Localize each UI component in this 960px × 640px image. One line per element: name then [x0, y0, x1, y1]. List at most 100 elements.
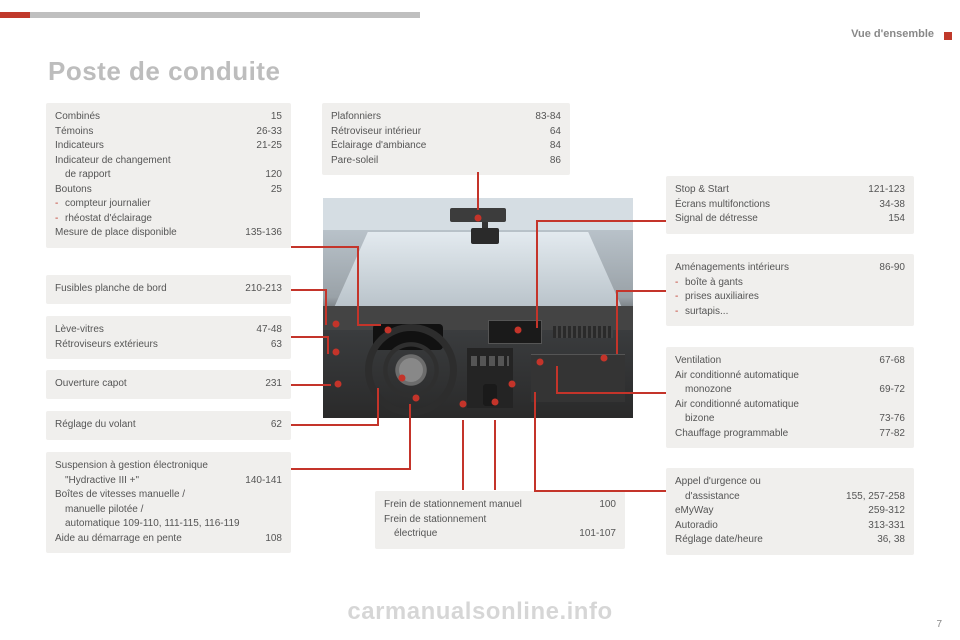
index-item: Plafonniers83-84 — [331, 110, 561, 125]
leader-line — [377, 388, 379, 426]
index-item-label: "Hydractive III +" — [55, 474, 234, 489]
index-item-label: prises auxiliaires — [675, 290, 905, 305]
index-item: Ouverture capot231 — [55, 377, 282, 392]
leader-dot — [333, 321, 340, 328]
watermark: carmanualsonline.info — [347, 598, 612, 626]
index-item-pages: 84 — [513, 139, 561, 154]
index-item-label: Frein de stationnement — [384, 513, 616, 528]
index-item-pages: 100 — [568, 498, 616, 513]
section-bullet-icon — [944, 32, 952, 40]
box-interior: Aménagements intérieurs86-90boîte à gant… — [666, 254, 914, 326]
index-item-label: Rétroviseurs extérieurs — [55, 338, 234, 353]
leader-line — [556, 392, 666, 394]
index-item-label: Indicateur de changement — [55, 154, 282, 169]
index-item: Éclairage d'ambiance84 — [331, 139, 561, 154]
leader-line — [291, 424, 379, 426]
index-item-label: boîte à gants — [675, 276, 905, 291]
index-item: Indicateur de changement — [55, 154, 282, 169]
index-item-label: Suspension à gestion électronique — [55, 459, 282, 474]
index-item-pages: 64 — [513, 125, 561, 140]
index-item-label: compteur journalier — [55, 197, 282, 212]
box-ceiling: Plafonniers83-84Rétroviseur intérieur64É… — [322, 103, 570, 175]
index-item: surtapis... — [675, 305, 905, 320]
leader-line — [494, 420, 496, 490]
index-item-pages: 69-72 — [857, 383, 905, 398]
index-item-label: Ventilation — [675, 354, 857, 369]
index-item-label: Aide au démarrage en pente — [55, 532, 234, 547]
index-item-pages: 313-331 — [857, 519, 905, 534]
index-item: Indicateurs21-25 — [55, 139, 282, 154]
header-strip — [0, 12, 420, 18]
index-item-pages: 63 — [234, 338, 282, 353]
index-item-pages: 73-76 — [857, 412, 905, 427]
box-steering: Réglage du volant62 — [46, 411, 291, 440]
leader-dot — [335, 381, 342, 388]
index-item: Autoradio313-331 — [675, 519, 905, 534]
index-item: Ventilation67-68 — [675, 354, 905, 369]
box-ventilation: Ventilation67-68 Air conditionné automati… — [666, 347, 914, 448]
index-item: bizone73-76 — [675, 412, 905, 427]
index-item-label: Fusibles planche de bord — [55, 282, 234, 297]
index-item-label: eMyWay — [675, 504, 857, 519]
box-emergency-audio: Appel d'urgence oud'assistance155, 257-2… — [666, 468, 914, 555]
index-item-pages: 101-107 — [568, 527, 616, 542]
index-item-label: Frein de stationnement manuel — [384, 498, 568, 513]
index-item-pages: 21-25 — [234, 139, 282, 154]
index-item-pages: 108 — [234, 532, 282, 547]
index-item-label: Pare-soleil — [331, 154, 513, 169]
leader-line — [534, 490, 666, 492]
index-item: Appel d'urgence ou — [675, 475, 905, 490]
leader-dot — [492, 399, 499, 406]
index-item-label: automatique 109-110, 111-115, 116-119 — [55, 517, 282, 532]
index-item: Lève-vitres47-48 — [55, 323, 282, 338]
index-item-pages: 121-123 — [857, 183, 905, 198]
index-item: Aménagements intérieurs86-90 — [675, 261, 905, 276]
index-item: compteur journalier — [55, 197, 282, 212]
leader-line — [534, 392, 536, 492]
leader-line — [357, 246, 359, 324]
index-item-label: électrique — [384, 527, 568, 542]
index-item-label: Indicateurs — [55, 139, 234, 154]
box-parking-brake: Frein de stationnement manuel100Frein de… — [375, 491, 625, 549]
index-item-pages: 210-213 — [234, 282, 282, 297]
index-item-label: Écrans multifonctions — [675, 198, 857, 213]
index-item-pages: 77-82 — [857, 427, 905, 442]
index-item-label: Stop & Start — [675, 183, 857, 198]
leader-dot — [475, 215, 482, 222]
index-item-label: Mesure de place disponible — [55, 226, 234, 241]
leader-line — [357, 324, 381, 326]
leader-line — [291, 384, 331, 386]
index-item-pages: 231 — [234, 377, 282, 392]
index-item-label: bizone — [675, 412, 857, 427]
leader-line — [536, 220, 666, 222]
index-item: Aide au démarrage en pente108 — [55, 532, 282, 547]
leader-dot — [413, 395, 420, 402]
index-item-pages: 36, 38 — [857, 533, 905, 548]
leader-dot — [333, 349, 340, 356]
index-item: Air conditionné automatique — [675, 398, 905, 413]
page-number: 7 — [936, 619, 942, 630]
leader-dot — [537, 359, 544, 366]
leader-dot — [509, 381, 516, 388]
box-suspension-gearbox: Suspension à gestion électronique"Hydrac… — [46, 452, 291, 553]
index-item-pages: 155, 257-258 — [846, 490, 905, 505]
index-item: de rapport120 — [55, 168, 282, 183]
index-item-label: Aménagements intérieurs — [675, 261, 857, 276]
index-item: Rétroviseurs extérieurs63 — [55, 338, 282, 353]
index-item-label: Appel d'urgence ou — [675, 475, 905, 490]
index-item-label: Plafonniers — [331, 110, 513, 125]
index-item-label: Rétroviseur intérieur — [331, 125, 513, 140]
index-item: électrique101-107 — [384, 527, 616, 542]
index-item-label: Témoins — [55, 125, 234, 140]
index-item-label: Réglage date/heure — [675, 533, 857, 548]
index-item-label: monozone — [675, 383, 857, 398]
index-item: Fusibles planche de bord210-213 — [55, 282, 282, 297]
index-item: Frein de stationnement — [384, 513, 616, 528]
index-item-pages: 259-312 — [857, 504, 905, 519]
box-instruments: Combinés15Témoins26-33Indicateurs21-25In… — [46, 103, 291, 248]
index-item-pages: 34-38 — [857, 198, 905, 213]
index-item: Boutons25 — [55, 183, 282, 198]
box-bonnet: Ouverture capot231 — [46, 370, 291, 399]
index-item: Écrans multifonctions34-38 — [675, 198, 905, 213]
leader-dot — [460, 401, 467, 408]
